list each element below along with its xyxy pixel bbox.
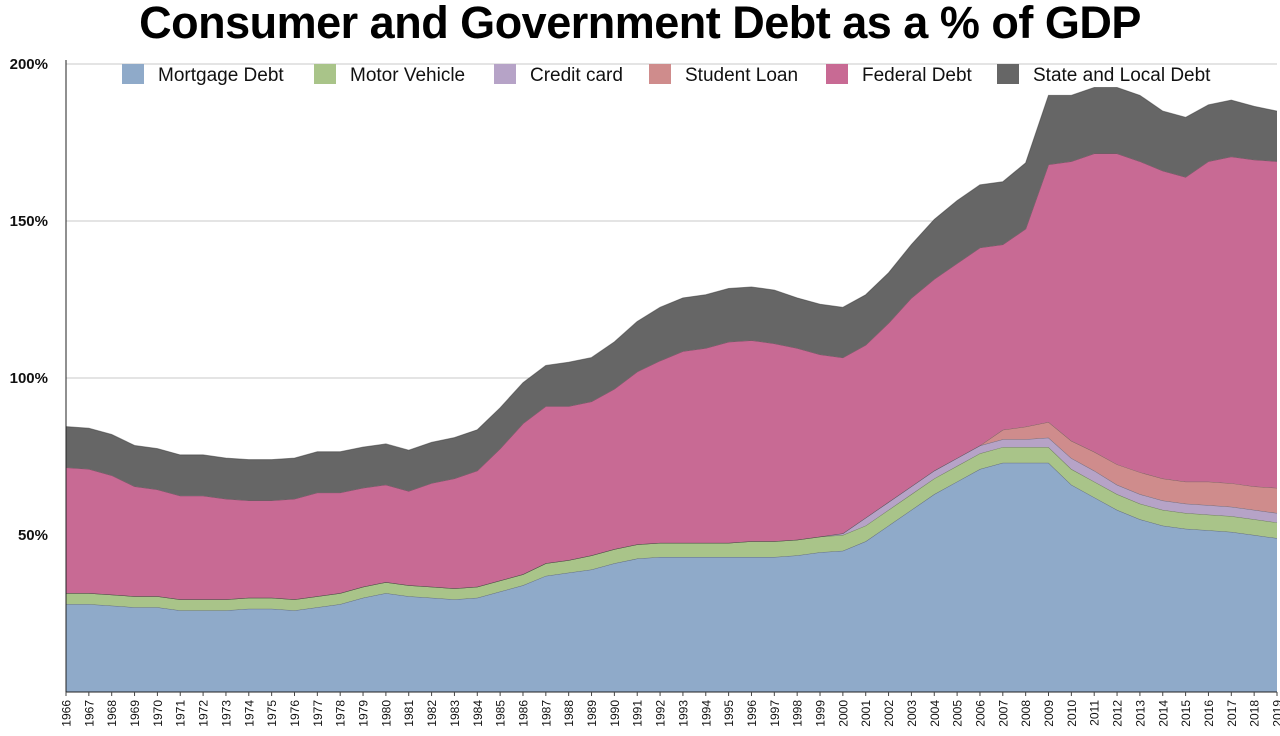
area-mortgage-debt xyxy=(66,462,1277,692)
x-tick-label: 1967 xyxy=(82,700,96,727)
y-tick-label: 200% xyxy=(10,56,48,73)
x-tick-label: 2013 xyxy=(1133,700,1147,727)
x-tick-label: 1986 xyxy=(516,700,530,727)
x-tick-label: 2003 xyxy=(905,700,919,727)
x-tick-label: 2010 xyxy=(1065,700,1079,727)
x-tick-label: 1984 xyxy=(471,700,485,727)
area-series xyxy=(65,87,1278,692)
legend-label-federal-debt: Federal Debt xyxy=(862,65,973,86)
x-tick-label: 1977 xyxy=(311,700,325,727)
legend-swatch-student-loan xyxy=(649,64,671,84)
legend-label-state-and-local-debt: State and Local Debt xyxy=(1033,65,1211,86)
legend-label-credit-card: Credit card xyxy=(530,65,623,86)
x-tick-label: 2015 xyxy=(1179,700,1193,727)
legend-item-federal-debt: Federal Debt xyxy=(826,64,973,86)
legend-swatch-state-and-local-debt xyxy=(997,64,1019,84)
area-edge-state-and-local-debt xyxy=(65,87,1278,461)
x-tick-label: 1994 xyxy=(699,700,713,727)
x-tick-label: 2018 xyxy=(1248,700,1262,727)
y-tick-label: 150% xyxy=(10,213,48,230)
x-tick-label: 2011 xyxy=(1088,700,1102,726)
x-tick-label: 1995 xyxy=(722,700,736,727)
x-tick-label: 1991 xyxy=(631,700,645,727)
x-tick-label: 1999 xyxy=(814,700,828,727)
x-tick-label: 2004 xyxy=(928,700,942,727)
x-tick-label: 2017 xyxy=(1225,700,1239,727)
x-tick-label: 2019 xyxy=(1271,700,1280,727)
legend-label-student-loan: Student Loan xyxy=(685,65,798,86)
x-tick-label: 1998 xyxy=(791,700,805,727)
legend-swatch-motor-vehicle xyxy=(314,64,336,84)
x-tick-label: 1990 xyxy=(608,700,622,727)
x-tick-label: 1983 xyxy=(448,700,462,727)
x-tick-label: 1989 xyxy=(585,700,599,727)
x-tick-label: 2016 xyxy=(1202,700,1216,727)
x-tick-label: 1985 xyxy=(494,700,508,727)
legend-swatch-credit-card xyxy=(494,64,516,84)
x-tick-label: 2000 xyxy=(836,700,850,727)
legend-item-credit-card: Credit card xyxy=(494,64,623,86)
area-state-and-local-debt xyxy=(66,87,1277,501)
x-tick-label: 1972 xyxy=(197,700,211,727)
legend-label-motor-vehicle: Motor Vehicle xyxy=(350,65,465,86)
x-tick-label: 2012 xyxy=(1111,700,1125,727)
y-tick-label: 100% xyxy=(10,370,48,387)
x-tick-label: 2007 xyxy=(996,700,1010,727)
x-tick-label: 2001 xyxy=(859,700,873,727)
x-tick-label: 1992 xyxy=(654,700,668,727)
x-tick-label: 1978 xyxy=(334,700,348,727)
legend-item-mortgage-debt: Mortgage Debt xyxy=(122,64,284,86)
x-tick-label: 1968 xyxy=(105,700,119,727)
legend-label-mortgage-debt: Mortgage Debt xyxy=(158,65,284,86)
area-federal-debt xyxy=(66,153,1277,600)
legend-swatch-federal-debt xyxy=(826,64,848,84)
x-tick-label: 1976 xyxy=(288,700,302,727)
x-tick-label: 1973 xyxy=(219,700,233,727)
x-tick-label: 1980 xyxy=(379,700,393,727)
legend-swatch-mortgage-debt xyxy=(122,64,144,84)
x-tick-label: 1969 xyxy=(128,700,142,727)
x-tick-label: 1975 xyxy=(265,700,279,727)
x-tick-label: 2009 xyxy=(1042,700,1056,727)
x-tick-label: 1979 xyxy=(357,700,371,727)
x-tick-label: 1996 xyxy=(745,700,759,727)
x-tick-label: 1966 xyxy=(60,700,74,727)
x-tick-label: 2006 xyxy=(973,700,987,727)
x-tick-label: 1997 xyxy=(768,700,782,727)
x-tick-label: 2005 xyxy=(951,700,965,727)
x-tick-label: 1993 xyxy=(676,700,690,727)
x-tick-label: 1988 xyxy=(562,700,576,727)
x-tick-label: 1970 xyxy=(151,700,165,727)
y-tick-label: 50% xyxy=(18,527,48,544)
legend-item-motor-vehicle: Motor Vehicle xyxy=(314,64,465,86)
chart-title: Consumer and Government Debt as a % of G… xyxy=(139,0,1141,48)
x-tick-label: 1974 xyxy=(242,700,256,727)
x-tick-label: 2002 xyxy=(882,700,896,727)
legend: Mortgage Debt Motor Vehicle Credit card Stu… xyxy=(122,64,1211,86)
x-tick-label: 1987 xyxy=(539,700,553,727)
legend-item-state-and-local-debt: State and Local Debt xyxy=(997,64,1211,86)
x-tick-label: 2014 xyxy=(1156,700,1170,727)
legend-item-student-loan: Student Loan xyxy=(649,64,798,86)
x-tick-label: 2008 xyxy=(1019,700,1033,727)
x-tick-label: 1971 xyxy=(174,700,188,727)
axes: 50% 100% 150% 200% 1966 1967 1968 1969 1970 1971 1… xyxy=(10,56,1280,727)
x-tick-label: 1982 xyxy=(425,700,439,727)
x-tick-label: 1981 xyxy=(402,700,416,727)
